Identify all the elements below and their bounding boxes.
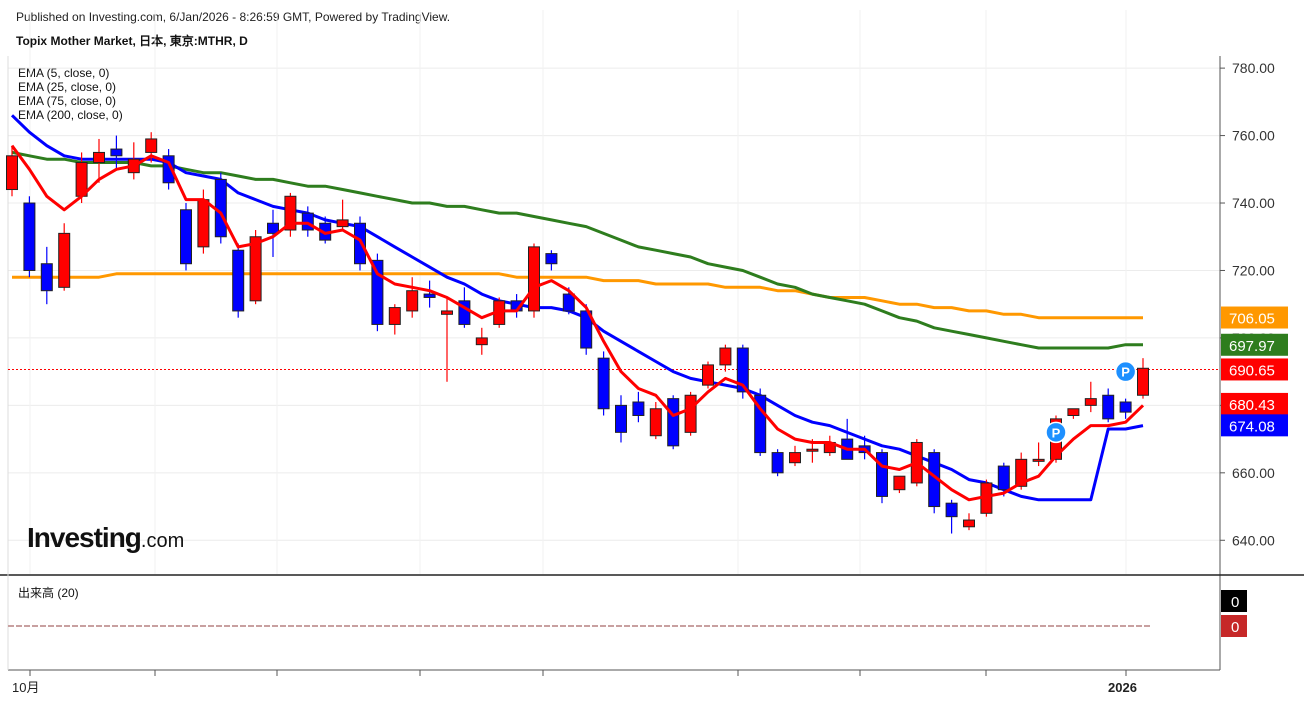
candle-body (301, 212, 314, 231)
candle-body (562, 293, 575, 312)
ema25-series-line (10, 114, 1144, 502)
candle-body (475, 337, 488, 346)
volume-label-box-a (1221, 590, 1247, 612)
candle-body (615, 404, 627, 433)
candle-body (945, 502, 958, 518)
event-marker-label: P (1052, 425, 1061, 440)
candle-body (702, 364, 714, 386)
candle-body (110, 148, 123, 157)
candle-body (23, 202, 36, 271)
candle-body (388, 307, 401, 325)
candle-body (145, 138, 158, 153)
candle-body (580, 310, 593, 349)
x-tick-label: 2026 (1108, 680, 1137, 695)
logo-suffix: .com (140, 530, 185, 552)
candle-body (876, 452, 888, 497)
candle-body (1015, 458, 1028, 487)
candle-body (632, 401, 645, 416)
candle-body (267, 222, 279, 234)
candle-body (162, 155, 175, 184)
investing-logo: Investing.com (27, 522, 184, 554)
candle-body (40, 263, 53, 292)
candle-body (371, 259, 384, 325)
y-tick-label: 660.00 (1232, 465, 1275, 481)
price-label-text: 674.08 (1229, 418, 1275, 435)
candle-body (893, 475, 906, 491)
candle-body (1032, 458, 1045, 462)
y-tick-label: 720.00 (1232, 262, 1275, 278)
candle-body (597, 357, 610, 410)
price-label-box (1221, 392, 1288, 415)
event-marker (1114, 360, 1137, 383)
indicator-legend: EMA (5, close, 0) EMA (25, close, 0) EMA… (18, 66, 123, 122)
candle-body (1137, 367, 1149, 396)
candle-body (789, 452, 801, 464)
candle-body (963, 519, 975, 528)
price-label-text: 690.65 (1229, 362, 1275, 379)
candle-body (754, 394, 767, 454)
volume-label: 出来高 (20) (18, 586, 79, 600)
ema5-series-line (10, 144, 1145, 502)
y-tick-label: 740.00 (1232, 195, 1275, 211)
candle-body (93, 151, 105, 164)
candle-body (441, 310, 453, 315)
candle-body (719, 347, 732, 366)
price-label-text: 680.43 (1229, 397, 1275, 414)
candle-body (1119, 401, 1132, 413)
price-label-text: 706.05 (1229, 311, 1275, 328)
event-marker-label: P (1121, 365, 1130, 380)
candle-body (197, 199, 210, 248)
candle-body (249, 236, 262, 302)
legend-ema5[interactable]: EMA (5, close, 0) (18, 66, 110, 80)
symbol-title: Topix Mother Market, 日本, 東京:MTHR, D (16, 34, 248, 48)
candle-body (458, 300, 471, 325)
candle-body (1102, 394, 1115, 420)
candle-body (528, 246, 540, 312)
candle-body (423, 293, 436, 298)
volume-value-a: 0 (1231, 594, 1239, 611)
volume-label-box-b (1221, 615, 1247, 637)
logo-main: Investing (27, 522, 142, 553)
published-info: Published on Investing.com, 6/Jan/2026 -… (16, 10, 451, 24)
candle-body (214, 178, 227, 238)
y-tick-label: 760.00 (1232, 128, 1275, 144)
candle-body (806, 448, 819, 452)
legend-ema25[interactable]: EMA (25, close, 0) (18, 80, 117, 94)
price-label-text: 697.97 (1229, 338, 1275, 355)
candle-body (667, 398, 680, 447)
event-marker (1045, 421, 1067, 444)
candle-body (180, 209, 192, 265)
candle-body (736, 347, 749, 393)
ema200-series-line (12, 272, 1143, 320)
candle-body (771, 452, 784, 474)
volume-value-b: 0 (1231, 619, 1239, 636)
candle-body (997, 465, 1010, 491)
candle-body (232, 249, 245, 312)
candle-body (684, 394, 697, 433)
y-tick-label: 780.00 (1232, 60, 1275, 76)
price-label-box (1221, 358, 1288, 381)
price-label-box (1221, 333, 1288, 356)
candle-body (354, 222, 366, 265)
x-tick-label: 10月 (12, 680, 39, 695)
candle-body (6, 155, 18, 191)
candle-body (545, 253, 558, 265)
legend-ema200[interactable]: EMA (200, close, 0) (18, 108, 123, 122)
candle-body (406, 290, 419, 312)
candle-body (1084, 398, 1097, 406)
candle-body (336, 219, 349, 228)
candle-body (284, 195, 297, 231)
y-tick-label: 640.00 (1232, 532, 1275, 548)
legend-ema75[interactable]: EMA (75, close, 0) (18, 94, 117, 108)
price-label-box (1221, 414, 1288, 437)
price-label-box (1221, 306, 1288, 329)
candle-body (649, 408, 662, 437)
ema75-series-line (11, 150, 1143, 350)
candle-body (58, 232, 71, 288)
candle-body (1067, 408, 1080, 416)
